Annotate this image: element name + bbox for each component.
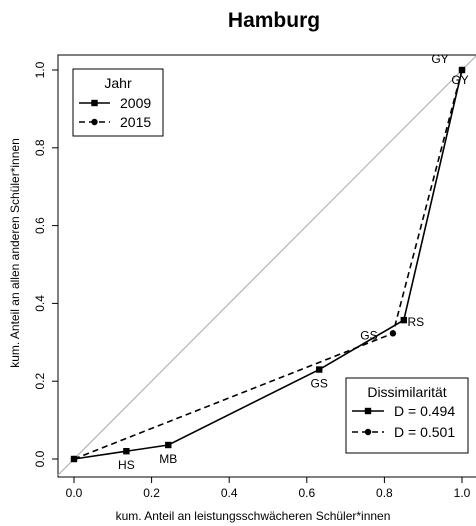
point-label-mb: MB bbox=[159, 452, 177, 466]
legend-marker bbox=[365, 429, 371, 435]
x-tick-label: 0.6 bbox=[298, 486, 315, 500]
y-axis-label: kum. Anteil an allen anderen Schüler*inn… bbox=[8, 138, 22, 368]
point-label-gy: GY bbox=[451, 73, 468, 87]
legend-title: Jahr bbox=[104, 75, 132, 91]
x-tick-label: 0.8 bbox=[376, 486, 393, 500]
y-tick-label: 0.0 bbox=[33, 450, 47, 467]
data-point-2009-3 bbox=[316, 366, 322, 372]
legend-marker bbox=[91, 119, 97, 125]
legend-label: 2015 bbox=[120, 114, 151, 130]
chart-title: Hamburg bbox=[228, 9, 320, 32]
data-point-2009-4 bbox=[401, 317, 407, 323]
x-tick-label: 0.4 bbox=[221, 486, 238, 500]
data-point-2009-2 bbox=[165, 442, 171, 448]
x-tick-label: 1.0 bbox=[454, 486, 471, 500]
x-tick-label: 0.0 bbox=[66, 486, 83, 500]
legend-marker bbox=[91, 100, 97, 106]
y-axis: 0.0 0.2 0.4 0.6 0.8 1.0 bbox=[33, 61, 58, 467]
x-axis: 0.0 0.2 0.4 0.6 0.8 1.0 bbox=[66, 477, 471, 500]
legend-marker bbox=[365, 408, 371, 414]
legend-title: Dissimilarität bbox=[367, 384, 446, 400]
legend-label: D = 0.494 bbox=[394, 403, 455, 419]
legend-label: D = 0.501 bbox=[394, 424, 455, 440]
y-tick-label: 1.0 bbox=[33, 61, 47, 78]
y-tick-label: 0.4 bbox=[33, 295, 47, 312]
y-tick-label: 0.8 bbox=[33, 139, 47, 156]
x-axis-label: kum. Anteil an leistungsschwächeren Schü… bbox=[116, 509, 391, 523]
legend-dissimilaritaet: Dissimilarität D = 0.494 D = 0.501 bbox=[346, 378, 468, 453]
point-label-gy: GY bbox=[431, 52, 448, 66]
point-label-rs: RS bbox=[407, 315, 424, 329]
legends: Jahr 2009 2015 Dissimilarität D = 0.494 D = 0… bbox=[73, 69, 468, 453]
point-label-gs: GS bbox=[311, 377, 328, 391]
y-tick-label: 0.2 bbox=[33, 373, 47, 390]
point-label-gs: GS bbox=[360, 328, 377, 342]
legend-jahr: Jahr 2009 2015 bbox=[73, 69, 163, 136]
data-point-2009-1 bbox=[123, 448, 129, 454]
legend-label: 2009 bbox=[120, 95, 151, 111]
x-tick-label: 0.2 bbox=[143, 486, 160, 500]
point-label-hs: HS bbox=[118, 458, 135, 472]
y-tick-label: 0.6 bbox=[33, 217, 47, 234]
data-point-2015-1 bbox=[390, 330, 396, 336]
data-point-2015-0 bbox=[71, 456, 77, 462]
